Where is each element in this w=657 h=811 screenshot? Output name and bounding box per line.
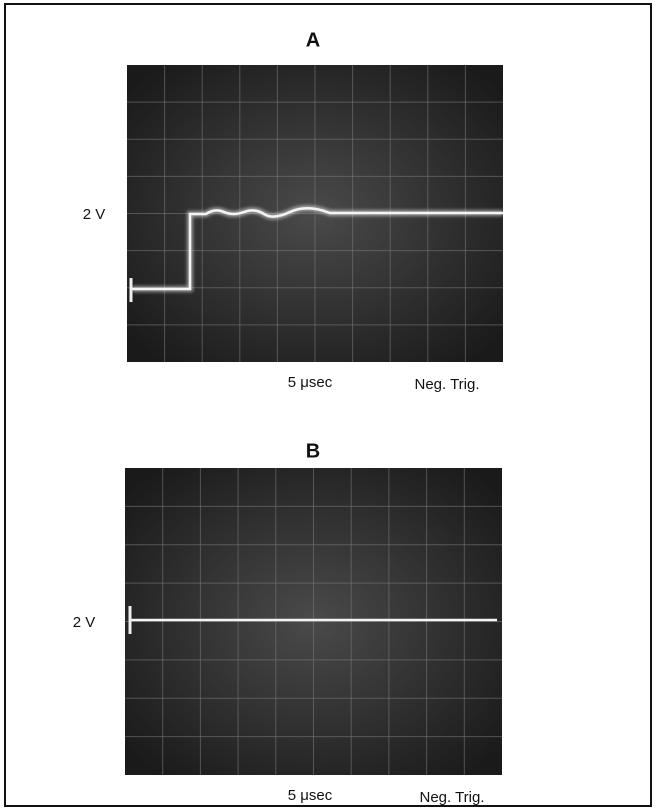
trigger-label: Neg. Trig. — [419, 789, 484, 806]
panel-title: B — [306, 440, 320, 462]
trace — [132, 207, 503, 291]
time-label: 5 μsec — [288, 374, 333, 391]
frame — [4, 3, 652, 807]
voltage-label: 2 V — [73, 614, 96, 631]
time-label: 5 μsec — [288, 787, 333, 804]
voltage-label: 2 V — [83, 206, 106, 223]
panel-title: A — [306, 29, 320, 51]
trigger-label: Neg. Trig. — [414, 376, 479, 393]
